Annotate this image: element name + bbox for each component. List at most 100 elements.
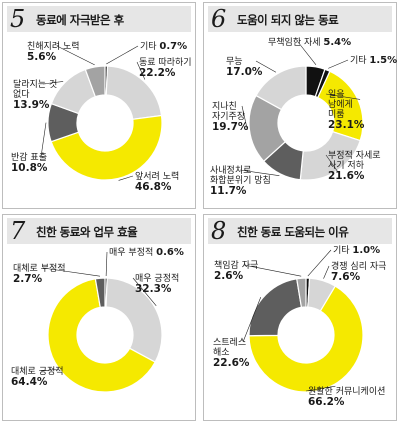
slice-value-text: 32.3% xyxy=(135,283,172,295)
panel-title: 도움이 되지 않는 동료 xyxy=(237,13,339,27)
slice-label-text: 사내정치로 xyxy=(210,164,251,176)
leader-line xyxy=(106,45,139,65)
donut-slice xyxy=(47,278,156,393)
panel-close-colleague-reasons: 8 친한 동료 도움되는 이유 기타 1.0% 경쟁 심리 자극 7.6% 원활한 커… xyxy=(203,214,397,421)
slice-value-text: 10.8% xyxy=(11,162,48,174)
slice-label-text: 앞서려 노력 xyxy=(135,170,179,182)
leader-line xyxy=(118,175,134,181)
panel-colleague-stimulus: 5 동료에 자극받은 후 기타 0.7% 동료 따라하기 22.2% 앞서려 노력 46… xyxy=(2,2,196,209)
slice-value-text: 19.7% xyxy=(212,121,249,133)
panel-title: 친한 동료 도움되는 이유 xyxy=(237,225,349,239)
panel-number: 7 xyxy=(10,217,26,245)
slice-label: 무책임한 자세 5.4% xyxy=(268,36,351,48)
slice-label: 매우 부정적 0.6% xyxy=(109,246,184,258)
leader-line xyxy=(307,249,332,277)
donut-slice xyxy=(296,277,307,309)
slice-label: 기타 0.7% xyxy=(140,41,187,52)
slice-label-text: 기타 0.7% xyxy=(140,41,187,52)
leader-line xyxy=(323,265,330,279)
slice-label-text: 미룸 xyxy=(328,109,345,120)
slice-label-text: 원활한 커뮤니케이션 xyxy=(308,385,385,397)
slice-label: 기타 1.5% xyxy=(350,55,397,66)
slice-label-text: 해소 xyxy=(213,347,230,358)
leader-line xyxy=(40,122,47,158)
slice-value-text: 23.1% xyxy=(328,119,365,131)
slice-label-text: 자기주장 xyxy=(212,111,245,122)
slice-label-text: 책임감 자극 xyxy=(214,259,258,271)
slice-label-text: 대체로 긍정적 xyxy=(11,365,64,377)
panel-header: 6 도움이 되지 않는 동료 xyxy=(208,5,392,33)
slice-label-text: 없다 xyxy=(13,89,30,100)
slice-value-text: 66.2% xyxy=(308,396,345,408)
donut-slice xyxy=(248,285,364,393)
leader-line xyxy=(239,169,280,176)
leader-line xyxy=(242,296,262,343)
leader-line xyxy=(325,154,339,173)
slice-label-text: 친해지려 노력 xyxy=(27,40,80,52)
slice-value-text: 7.6% xyxy=(331,271,361,283)
panel-number: 8 xyxy=(211,217,227,245)
donut-slice xyxy=(105,277,163,363)
leader-line xyxy=(136,61,146,80)
slice-label-text: 지나친 xyxy=(212,101,237,112)
leader-line xyxy=(325,93,361,100)
slice-label-text: 매우 부정적 0.6% xyxy=(109,246,184,258)
panel-header: 7 친한 동료와 업무 효율 xyxy=(7,217,191,245)
leader-line xyxy=(105,251,108,277)
panel-number: 5 xyxy=(10,5,26,33)
slice-label-text: 일을 xyxy=(328,89,345,100)
panel-header: 8 친한 동료 도움되는 이유 xyxy=(208,217,392,245)
slice-label-text: 달라지는 것 xyxy=(13,78,57,90)
slice-value-text: 2.6% xyxy=(214,270,244,282)
panel-title: 동료에 자극받은 후 xyxy=(36,13,124,27)
donut-slice xyxy=(50,114,163,181)
slice-label-text: 사기 저하 xyxy=(328,160,365,171)
donut-slice xyxy=(255,65,307,111)
panel-title: 친한 동료와 업무 효율 xyxy=(36,225,138,239)
slice-label-text: 대체로 부정적 xyxy=(13,262,66,274)
leader-line xyxy=(243,264,302,277)
leader-line xyxy=(56,45,95,66)
leader-line xyxy=(297,41,317,66)
slice-value-text: 11.7% xyxy=(210,185,247,197)
slice-label-text: 기타 1.5% xyxy=(350,55,397,66)
donut-slice xyxy=(84,65,106,98)
slice-label-text: 동료 따라하기 xyxy=(139,57,192,68)
leader-line xyxy=(40,369,58,372)
leader-line xyxy=(241,105,248,130)
slice-value-text: 21.6% xyxy=(328,170,365,182)
slice-label-text: 무책임한 자세 5.4% xyxy=(268,36,351,48)
slice-label: 경쟁 심리 자극7.6% xyxy=(331,260,386,283)
donut-slice xyxy=(94,277,106,309)
slice-label-text: 남에게 xyxy=(328,99,353,110)
leader-line xyxy=(132,277,157,306)
slice-value-text: 2.7% xyxy=(13,273,43,285)
leader-line xyxy=(328,59,349,69)
slice-label: 친해지려 노력5.6% xyxy=(27,40,80,63)
slice-value-text: 22.2% xyxy=(139,67,176,79)
slice-label-text: 경쟁 심리 자극 xyxy=(331,260,386,272)
slice-label: 기타 1.0% xyxy=(333,245,380,256)
slice-value-text: 64.4% xyxy=(11,376,48,388)
slice-label: 책임감 자극2.6% xyxy=(214,259,258,282)
slice-value-text: 5.6% xyxy=(27,51,57,63)
slice-label-text: 화합분위기 망침 xyxy=(210,175,271,186)
slice-label-text: 무능 xyxy=(226,56,243,67)
slice-label-text: 부정적 자세로 xyxy=(328,149,381,161)
slice-value-text: 17.0% xyxy=(226,66,263,78)
